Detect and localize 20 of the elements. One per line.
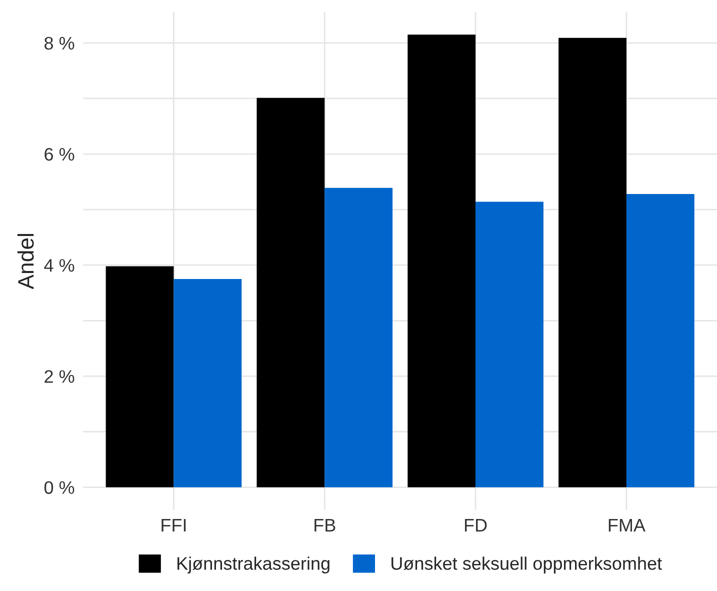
x-tick-label: FMA: [608, 519, 646, 532]
y-tick-label: 0 %: [44, 481, 74, 494]
bar: [106, 266, 174, 488]
bar: [174, 278, 242, 488]
x-tick-label: FB: [314, 519, 336, 532]
legend-label: Uønsket seksuell oppmerksomhet: [392, 556, 662, 574]
y-tick-label: 8 %: [44, 36, 74, 50]
x-tick-label: FFI: [162, 519, 186, 532]
y-tick-label: 2 %: [44, 370, 74, 383]
bar: [324, 188, 393, 488]
bar: [626, 194, 694, 488]
y-axis-title: Andel: [17, 234, 34, 290]
bar: [476, 202, 544, 488]
x-tick-label: FD: [464, 519, 487, 532]
bar: [558, 38, 626, 488]
y-tick-label: 4 %: [44, 259, 74, 272]
legend-label: Kjønnstrakassering: [178, 556, 330, 574]
bar: [256, 98, 325, 488]
bar: [408, 34, 476, 488]
y-tick-label: 6 %: [44, 148, 74, 161]
